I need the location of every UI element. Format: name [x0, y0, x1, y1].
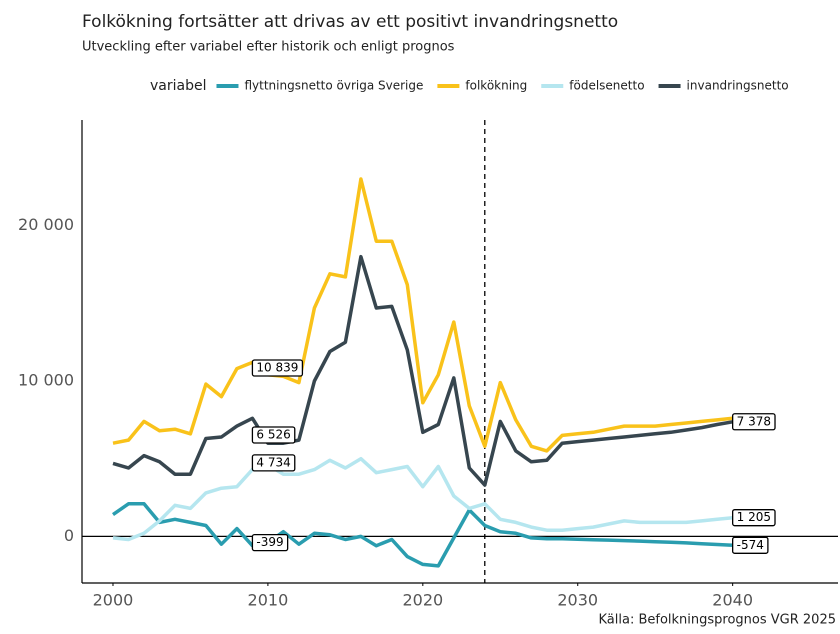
- x-tick-label: 2040: [712, 591, 753, 610]
- data-label-box: [251, 359, 304, 377]
- data-label: 7 378: [732, 413, 776, 431]
- data-label: -399: [251, 533, 289, 552]
- caption: Källa: Befolkningsprognos VGR 2025: [599, 613, 837, 628]
- legend-title: variabel: [150, 78, 206, 94]
- data-label-box: [251, 533, 289, 552]
- data-label-text: 1 205: [737, 510, 771, 524]
- data-label-text: 6 526: [256, 427, 290, 441]
- data-label-text: 7 378: [737, 414, 771, 428]
- data-label-box: [251, 426, 296, 444]
- series-line: [111, 502, 733, 568]
- y-tick-label: 0: [64, 526, 74, 545]
- data-label-text: -399: [256, 535, 283, 549]
- legend-label: folkökning: [465, 79, 527, 93]
- data-label-box: [732, 536, 769, 554]
- x-tick-label: 2030: [557, 591, 598, 610]
- series-line: [112, 456, 733, 542]
- data-label: 10 839: [251, 359, 304, 377]
- data-label-text: -574: [737, 538, 764, 552]
- legend-label: flyttningsnetto övriga Sverige: [244, 79, 423, 93]
- data-label-text: 4 734: [256, 455, 290, 469]
- data-label-box: [251, 454, 296, 472]
- x-tick-label: 2000: [93, 591, 134, 610]
- x-tick-label: 2020: [402, 591, 443, 610]
- legend-label: invandringsnetto: [687, 79, 789, 93]
- data-label-box: [732, 509, 776, 527]
- data-label: -574: [732, 536, 769, 554]
- data-label: 4 734: [251, 454, 296, 472]
- y-tick-label: 10 000: [18, 371, 74, 390]
- data-label: 1 205: [732, 509, 776, 527]
- x-tick-label: 2010: [248, 591, 289, 610]
- chart-title: Folkökning fortsätter att drivas av ett …: [82, 12, 618, 32]
- y-tick-label: 20 000: [18, 215, 74, 234]
- data-label: 6 526: [251, 426, 296, 444]
- series-line: [112, 177, 733, 453]
- legend-label: födelsenetto: [569, 79, 644, 93]
- data-label-box: [732, 413, 776, 431]
- chart-subtitle: Utveckling efter variabel efter historik…: [82, 40, 455, 55]
- data-label-text: 10 839: [256, 360, 298, 374]
- series-line: [112, 254, 734, 487]
